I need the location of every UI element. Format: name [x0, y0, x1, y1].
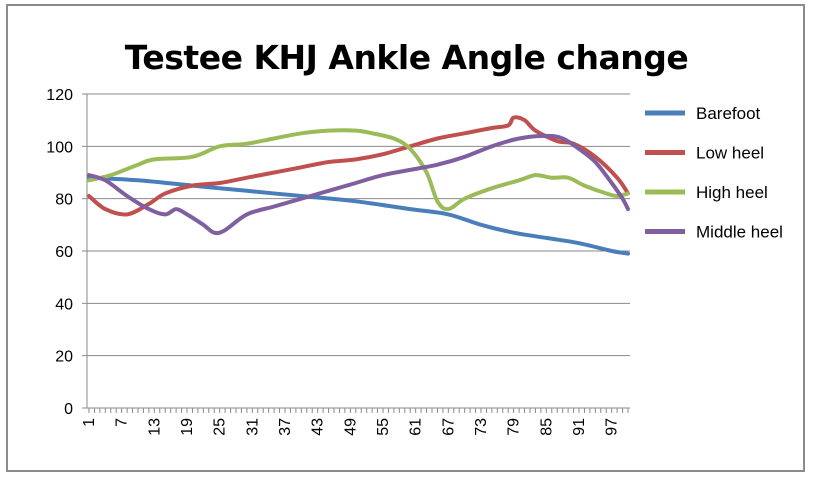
x-tick-label: 19: [179, 418, 196, 436]
chart-title: Testee KHJ Ankle Angle change: [124, 38, 689, 77]
legend-label-middle-heel: Middle heel: [696, 223, 783, 242]
x-tick-label: 49: [342, 418, 359, 436]
series-line-low-heel: [87, 115, 630, 217]
x-tick-label: 79: [506, 418, 523, 436]
y-tick-label: 80: [55, 192, 73, 209]
legend-label-barefoot: Barefoot: [696, 104, 761, 123]
y-tick-label: 20: [55, 349, 73, 366]
x-tick-label: 61: [408, 418, 425, 436]
y-tick-label: 0: [64, 401, 73, 418]
legend: Barefoot Low heel High heel Middle heel: [645, 104, 783, 242]
x-tick-label: 73: [473, 418, 490, 436]
y-tick-label: 100: [46, 139, 73, 156]
x-tick-label: 55: [375, 418, 392, 436]
x-tick-label: 37: [277, 418, 294, 436]
x-tick-label: 67: [440, 418, 457, 436]
series-line-high-heel: [87, 128, 630, 212]
series-line-barefoot: [87, 175, 630, 256]
x-tick-label: 7: [114, 418, 131, 427]
legend-label-high-heel: High heel: [696, 183, 768, 202]
gridlines: [87, 93, 630, 357]
axes: 0 20 40 60 80 100 120 1 7 13 19 25 31 37 43 49 55 61 67 73 7…: [46, 87, 630, 436]
y-tick-label: 40: [55, 296, 73, 313]
x-tick-label: 97: [604, 418, 621, 436]
x-tick-label: 1: [81, 418, 98, 427]
y-tick-label: 60: [55, 244, 73, 261]
x-tick-label: 43: [310, 418, 327, 436]
legend-label-low-heel: Low heel: [696, 144, 764, 163]
chart-frame: [6, 4, 805, 472]
x-tick-label: 85: [538, 418, 555, 436]
x-tick-label: 31: [244, 418, 261, 436]
x-tick-label: 91: [571, 418, 588, 436]
series-lines: [87, 115, 630, 256]
series-line-middle-heel: [87, 133, 630, 236]
x-tick-label: 13: [146, 418, 163, 436]
y-tick-label: 120: [46, 87, 73, 104]
x-tick-label: 25: [212, 418, 229, 436]
